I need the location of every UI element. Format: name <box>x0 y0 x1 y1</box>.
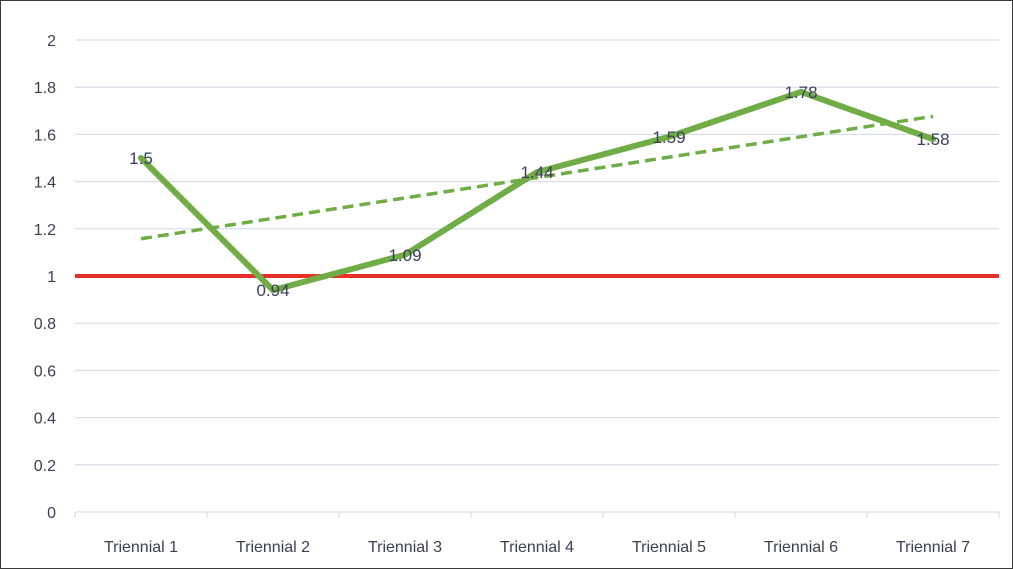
x-tick-label: Triennial 6 <box>764 539 838 556</box>
y-tick-label: 1 <box>47 269 56 286</box>
y-tick-label: 1.4 <box>34 175 56 192</box>
x-tick-label: Triennial 7 <box>896 539 970 556</box>
x-tick-label: Triennial 3 <box>368 539 442 556</box>
y-tick-label: 0.8 <box>34 316 56 333</box>
data-point <box>798 88 804 95</box>
series-line <box>138 88 936 294</box>
data-label: 1.09 <box>388 246 421 265</box>
data-label: 0.94 <box>256 281 289 300</box>
y-tick-label: 0 <box>47 505 56 522</box>
data-label-layer: 1.5 0.94 1.09 1.44 1.59 1.78 1.58 <box>129 83 949 300</box>
trendline <box>140 114 934 241</box>
y-axis-tick-labels: 0 0.2 0.4 0.6 0.8 1 1.2 1.4 1.6 1.8 2 <box>34 33 56 522</box>
x-tick-label: Triennial 5 <box>632 539 706 556</box>
y-tick-label: 0.2 <box>34 458 56 475</box>
data-label: 1.58 <box>916 130 949 149</box>
y-tick-label: 0.6 <box>34 363 56 380</box>
data-label: 1.78 <box>784 83 817 102</box>
trendline-layer <box>140 114 934 241</box>
data-point <box>534 169 540 176</box>
data-label: 1.5 <box>129 149 153 168</box>
x-axis-tick-labels: Triennial 1 Triennial 2 Triennial 3 Trienni… <box>104 539 970 556</box>
x-tick-label: Triennial 1 <box>104 539 178 556</box>
y-tick-label: 1.6 <box>34 127 56 144</box>
y-tick-label: 0.4 <box>34 411 56 428</box>
x-tick-label: Triennial 4 <box>500 539 574 556</box>
data-point <box>930 136 936 143</box>
data-point <box>666 133 672 140</box>
y-tick-label: 1.2 <box>34 222 56 239</box>
data-point <box>402 251 408 258</box>
data-label: 1.59 <box>652 128 685 147</box>
y-tick-label: 2 <box>47 33 56 50</box>
y-tick-label: 1.8 <box>34 80 56 97</box>
x-tick-label: Triennial 2 <box>236 539 310 556</box>
data-label: 1.44 <box>520 163 553 182</box>
series-layer <box>138 88 936 294</box>
data-point <box>138 155 144 161</box>
data-point <box>270 287 276 294</box>
